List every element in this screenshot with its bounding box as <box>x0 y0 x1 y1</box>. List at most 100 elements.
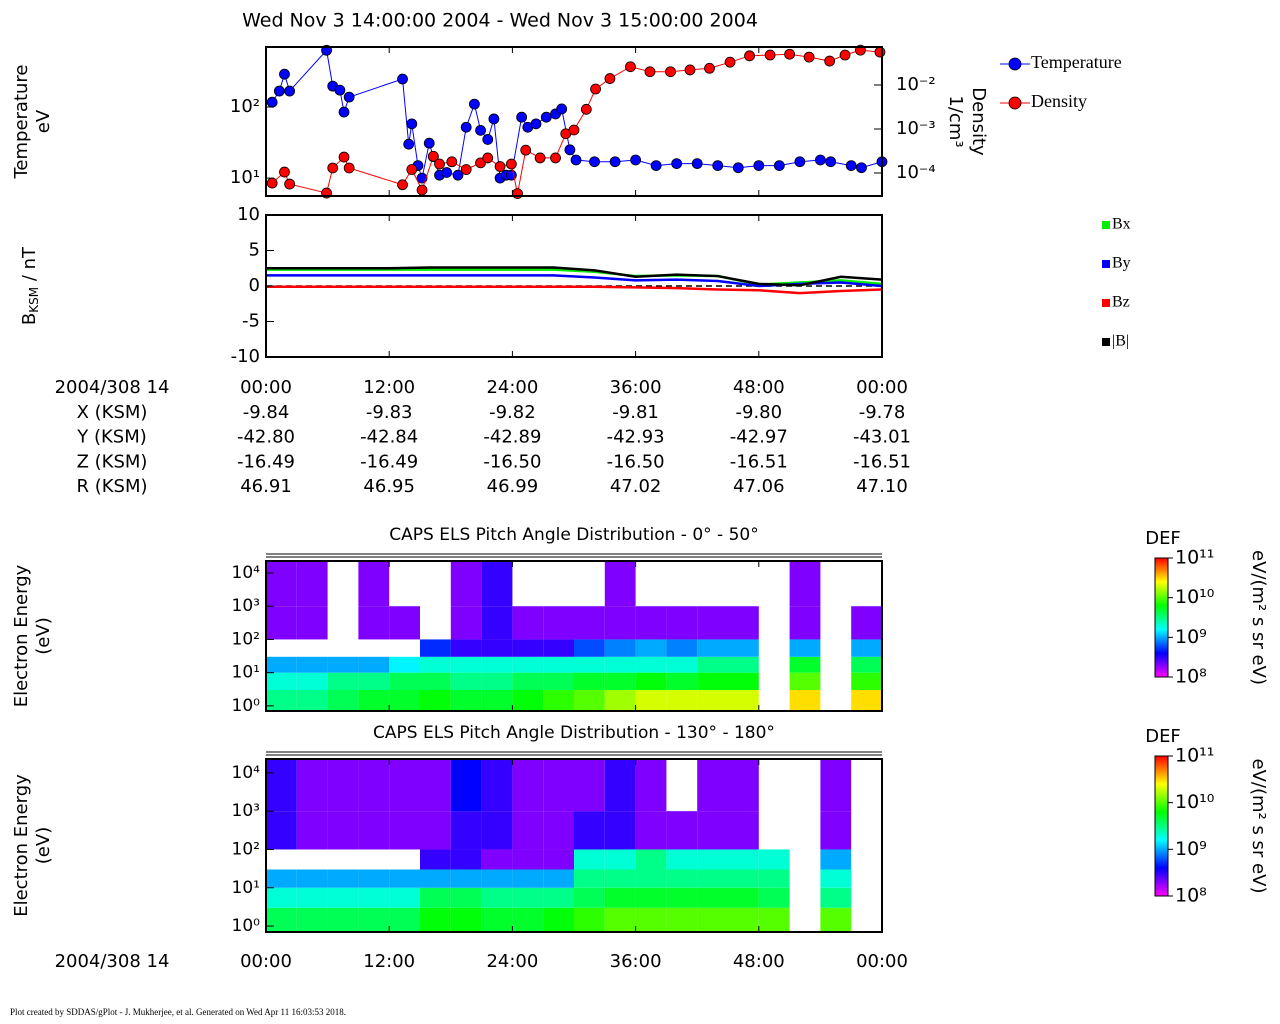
heatmap-cell <box>728 656 759 673</box>
data-point <box>691 158 703 170</box>
data-point <box>568 124 580 136</box>
heatmap-cell <box>420 656 451 673</box>
heatmap-cell <box>666 606 698 640</box>
heatmap-cell <box>512 672 544 691</box>
y2-tick-label: 10⁻⁴ <box>896 162 936 183</box>
y-tick-label: 5 <box>249 240 260 261</box>
heatmap-cell <box>789 561 821 607</box>
y-tick-label: -10 <box>231 346 260 367</box>
heatmap-cell <box>450 606 482 640</box>
heatmap-cell <box>666 887 698 908</box>
y-tick-label: 10² <box>230 96 260 117</box>
x-tick-label: 48:00 <box>733 951 785 972</box>
footer: Plot created by SDDAS/gPlot - J. Mukherj… <box>10 1007 346 1017</box>
heatmap-cell <box>697 690 728 711</box>
data-point <box>550 152 561 164</box>
x-axis-label: 2004/308 14 <box>55 951 170 972</box>
ephemeris-value: -16.51 <box>730 451 788 472</box>
heatmap-cell <box>851 690 882 711</box>
heatmap-cell <box>574 869 605 888</box>
heatmap-cell <box>420 639 451 657</box>
heatmap-cell <box>697 869 728 888</box>
heatmap-cell <box>512 907 544 932</box>
data-point <box>482 134 494 145</box>
heatmap-cell <box>697 849 728 870</box>
heatmap-cell <box>266 672 297 691</box>
data-point <box>712 160 724 171</box>
data-point <box>794 156 806 168</box>
heatmap-cell <box>728 690 759 711</box>
legend-label: Bz <box>1112 294 1130 311</box>
heatmap-cell <box>666 639 698 657</box>
heatmap-cell <box>635 887 667 908</box>
heatmap-cell <box>450 759 482 812</box>
data-point <box>343 162 355 174</box>
y-axis-label: Temperature <box>11 64 32 179</box>
data-point <box>845 160 857 171</box>
data-point <box>482 152 494 164</box>
heatmap-cell <box>450 907 482 932</box>
heatmap-cell <box>789 690 821 711</box>
heatmap-cell <box>635 606 667 640</box>
data-point <box>534 152 546 164</box>
heatmap-cell <box>604 849 636 870</box>
ephemeris-value: -42.93 <box>607 427 665 448</box>
legend-marker <box>1102 260 1110 268</box>
heatmap-cell <box>635 672 667 691</box>
heatmap-cell <box>728 907 759 932</box>
y-tick-label: 10⁰ <box>232 916 261 936</box>
data-point <box>505 158 517 170</box>
heatmap-cell <box>296 869 328 888</box>
heatmap-cell <box>728 639 759 657</box>
heatmap-cell <box>789 672 821 691</box>
heatmap-cell <box>420 869 451 888</box>
heatmap-cell <box>604 887 636 908</box>
heatmap-cell <box>666 849 698 870</box>
ephemeris-value: -42.84 <box>360 427 418 448</box>
data-point <box>397 179 408 191</box>
legend-marker <box>1008 57 1022 71</box>
x-tick-label: 12:00 <box>363 377 415 398</box>
heatmap-cell <box>296 759 328 812</box>
heatmap-cell <box>296 811 328 850</box>
heatmap-cell <box>820 869 852 888</box>
heatmap-cell <box>389 672 420 691</box>
data-point <box>874 46 886 58</box>
x-tick-label: 00:00 <box>856 377 908 398</box>
heatmap-cell <box>543 639 574 657</box>
heatmap-cell <box>574 656 605 673</box>
data-point <box>753 160 765 171</box>
ephemeris-value: -9.83 <box>366 402 413 423</box>
heatmap-cell <box>512 656 544 673</box>
heatmap-cell <box>728 759 759 812</box>
data-point <box>815 154 826 166</box>
heatmap-cell <box>543 887 574 908</box>
heatmap-cell <box>512 759 544 812</box>
ephemeris-value: -9.84 <box>243 402 290 423</box>
y2-tick-label: 10⁻³ <box>896 118 936 139</box>
heatmap-cell <box>296 606 328 640</box>
y-tick-label: 10¹ <box>232 878 260 898</box>
heatmap-cell <box>820 759 852 812</box>
heatmap-cell <box>604 656 636 673</box>
heatmap-cell <box>697 811 728 850</box>
heatmap-cell <box>604 672 636 691</box>
heatmap-cell <box>327 656 359 673</box>
heatmap-cell <box>481 907 513 932</box>
heatmap-cell <box>327 811 359 850</box>
data-point <box>570 154 582 166</box>
y-axis-label-part: KSM <box>27 287 41 313</box>
data-point <box>434 158 445 170</box>
data-point <box>279 68 290 80</box>
heatmap-cell <box>358 887 390 908</box>
heatmap-cell <box>296 672 328 691</box>
heatmap-cell <box>358 759 390 812</box>
data-point <box>338 106 350 118</box>
heatmap-cell <box>481 639 513 657</box>
heatmap-cell <box>420 672 451 691</box>
heatmap-cell <box>296 561 328 607</box>
heatmap-cell <box>450 869 482 888</box>
ephemeris-row-name: R (KSM) <box>76 476 147 497</box>
data-point <box>334 84 346 96</box>
x-tick-label: 48:00 <box>733 377 785 398</box>
